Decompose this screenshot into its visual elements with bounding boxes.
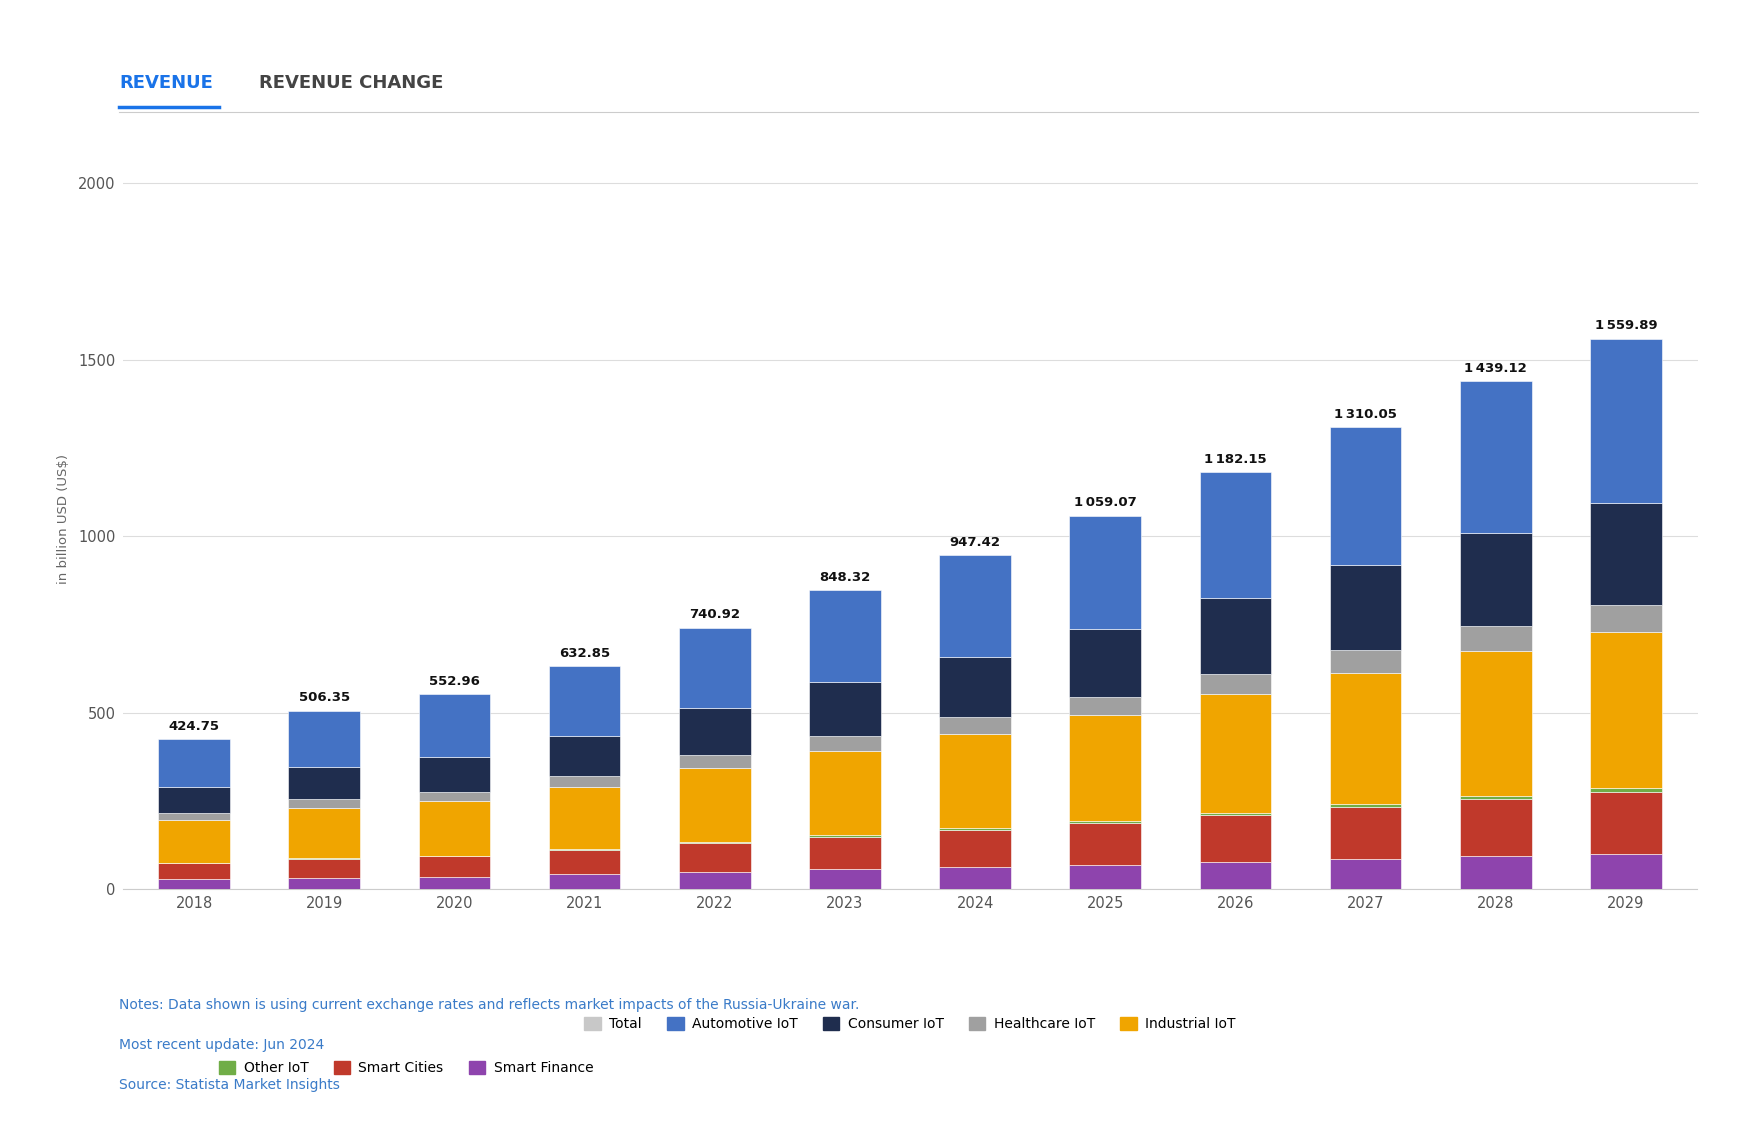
Bar [1069,515,1141,629]
Bar [679,842,751,844]
Bar [808,837,880,870]
Text: 1 559.89: 1 559.89 [1594,319,1657,333]
Bar [550,735,621,776]
Bar [940,555,1012,657]
Bar [1199,694,1270,813]
Bar [1330,807,1402,860]
Bar [418,877,490,889]
Bar [418,856,490,877]
Text: 424.75: 424.75 [168,720,219,733]
Bar [158,787,229,813]
Bar [808,870,880,889]
Bar [550,850,621,874]
Bar [550,776,621,787]
Bar [418,757,490,792]
Bar [940,868,1012,889]
Text: 848.32: 848.32 [819,570,870,584]
Bar [1069,697,1141,715]
Bar [940,717,1012,734]
Bar [550,787,621,849]
Bar [289,767,360,799]
Bar [1330,860,1402,889]
Text: Notes: Data shown is using current exchange rates and reflects market impacts of: Notes: Data shown is using current excha… [119,998,859,1012]
Bar [808,836,880,837]
Bar [289,878,360,889]
Text: 947.42: 947.42 [950,536,1001,548]
Bar [1460,626,1531,651]
Bar [289,807,360,858]
Bar [940,828,1012,830]
Bar [289,710,360,767]
Bar [1069,865,1141,889]
Bar [1330,565,1402,650]
Text: 740.92: 740.92 [690,609,740,621]
Legend: Other IoT, Smart Cities, Smart Finance: Other IoT, Smart Cities, Smart Finance [214,1056,598,1081]
Bar [1330,650,1402,673]
Text: Source: Statista Market Insights: Source: Statista Market Insights [119,1077,340,1092]
Text: 1 059.07: 1 059.07 [1074,496,1136,510]
Bar [1591,854,1662,889]
Bar [289,858,360,878]
Bar [1591,339,1662,503]
Bar [158,879,229,889]
Bar [1591,792,1662,854]
Bar [1199,815,1270,862]
Bar [1591,632,1662,788]
Bar [158,821,229,863]
Bar [940,657,1012,717]
Bar [550,666,621,735]
Text: 632.85: 632.85 [558,646,611,660]
Bar [418,801,490,856]
Text: 1 182.15: 1 182.15 [1204,453,1267,466]
Bar [1591,605,1662,632]
Bar [808,736,880,750]
Bar [158,863,229,879]
Bar [1069,821,1141,823]
Bar [1330,804,1402,807]
Bar [808,591,880,682]
Bar [1199,674,1270,694]
Bar [289,799,360,807]
Bar [1199,862,1270,889]
Bar [1199,597,1270,674]
Bar [158,813,229,821]
Bar [1069,629,1141,697]
Bar [1460,799,1531,856]
Bar [158,739,229,787]
Text: REVENUE CHANGE: REVENUE CHANGE [259,74,443,92]
Bar [1460,856,1531,889]
Bar [418,792,490,801]
Bar [1460,796,1531,799]
Bar [1591,788,1662,792]
Bar [679,628,751,708]
Bar [1460,382,1531,532]
Bar [940,830,1012,868]
Text: 552.96: 552.96 [429,675,480,687]
Text: Most recent update: Jun 2024: Most recent update: Jun 2024 [119,1037,324,1052]
Text: 506.35: 506.35 [299,691,350,705]
Y-axis label: in billion USD (US$): in billion USD (US$) [56,454,70,584]
Bar [808,682,880,736]
Bar [679,844,751,872]
Bar [550,874,621,889]
Bar [940,734,1012,828]
Bar [1460,532,1531,626]
Bar [808,750,880,836]
Bar [679,755,751,768]
Bar [1199,813,1270,815]
Bar [679,768,751,842]
Bar [1069,823,1141,865]
Bar [679,708,751,755]
Bar [1199,472,1270,597]
Bar [1591,503,1662,605]
Text: 1 310.05: 1 310.05 [1334,408,1396,421]
Bar [1460,651,1531,796]
Text: REVENUE: REVENUE [119,74,214,92]
Bar [418,694,490,757]
Bar [1069,715,1141,821]
Text: 1 439.12: 1 439.12 [1465,363,1528,375]
Bar [1330,673,1402,804]
Bar [679,872,751,889]
Bar [1330,428,1402,565]
